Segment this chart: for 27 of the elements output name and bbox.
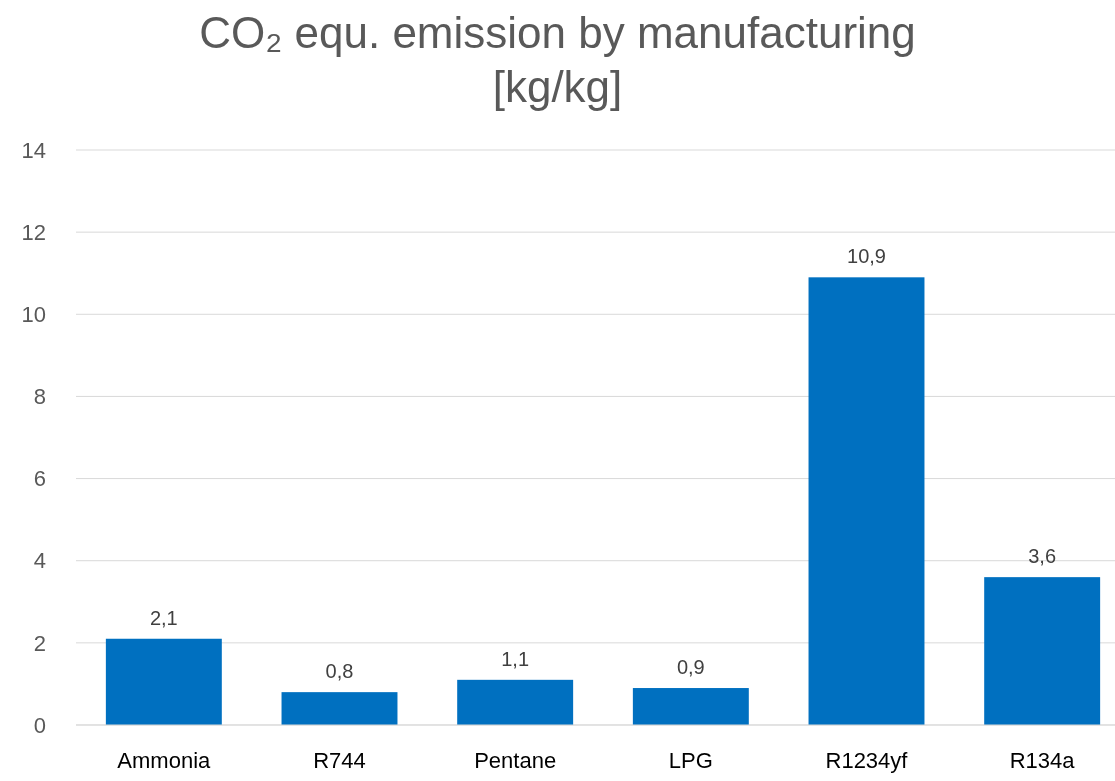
x-tick-label: R134a: [1009, 748, 1076, 773]
data-label: 1,1: [501, 647, 530, 670]
y-tick-label: 6: [33, 466, 46, 492]
x-tick-label: R1234yf: [825, 748, 909, 773]
data-label: 0,9: [676, 656, 705, 679]
data-label: 3,6: [1028, 545, 1057, 568]
y-tick-label: 12: [21, 219, 46, 245]
bar: [457, 679, 574, 725]
y-tick-label: 2: [33, 630, 46, 656]
y-tick-label: 4: [33, 548, 46, 574]
y-tick-label: 14: [21, 137, 46, 163]
y-tick-label: 8: [33, 384, 46, 410]
y-tick-label: 0: [33, 712, 46, 738]
data-label: 10,9: [847, 245, 886, 268]
bar: [281, 692, 398, 725]
x-tick-label: R744: [313, 748, 366, 773]
data-label: 2,1: [149, 606, 178, 629]
data-label: 0,8: [325, 660, 354, 683]
x-tick-label: LPG: [668, 748, 713, 773]
x-tick-label: Ammonia: [117, 748, 212, 773]
bar: [105, 638, 222, 725]
chart-title: CO₂ equ. emission by manufacturing [kg/kg]: [199, 8, 916, 111]
bar: [632, 688, 749, 725]
bar: [808, 277, 925, 725]
y-tick-label: 10: [21, 301, 46, 327]
bar: [984, 577, 1101, 725]
x-tick-label: Pentane: [474, 748, 557, 773]
